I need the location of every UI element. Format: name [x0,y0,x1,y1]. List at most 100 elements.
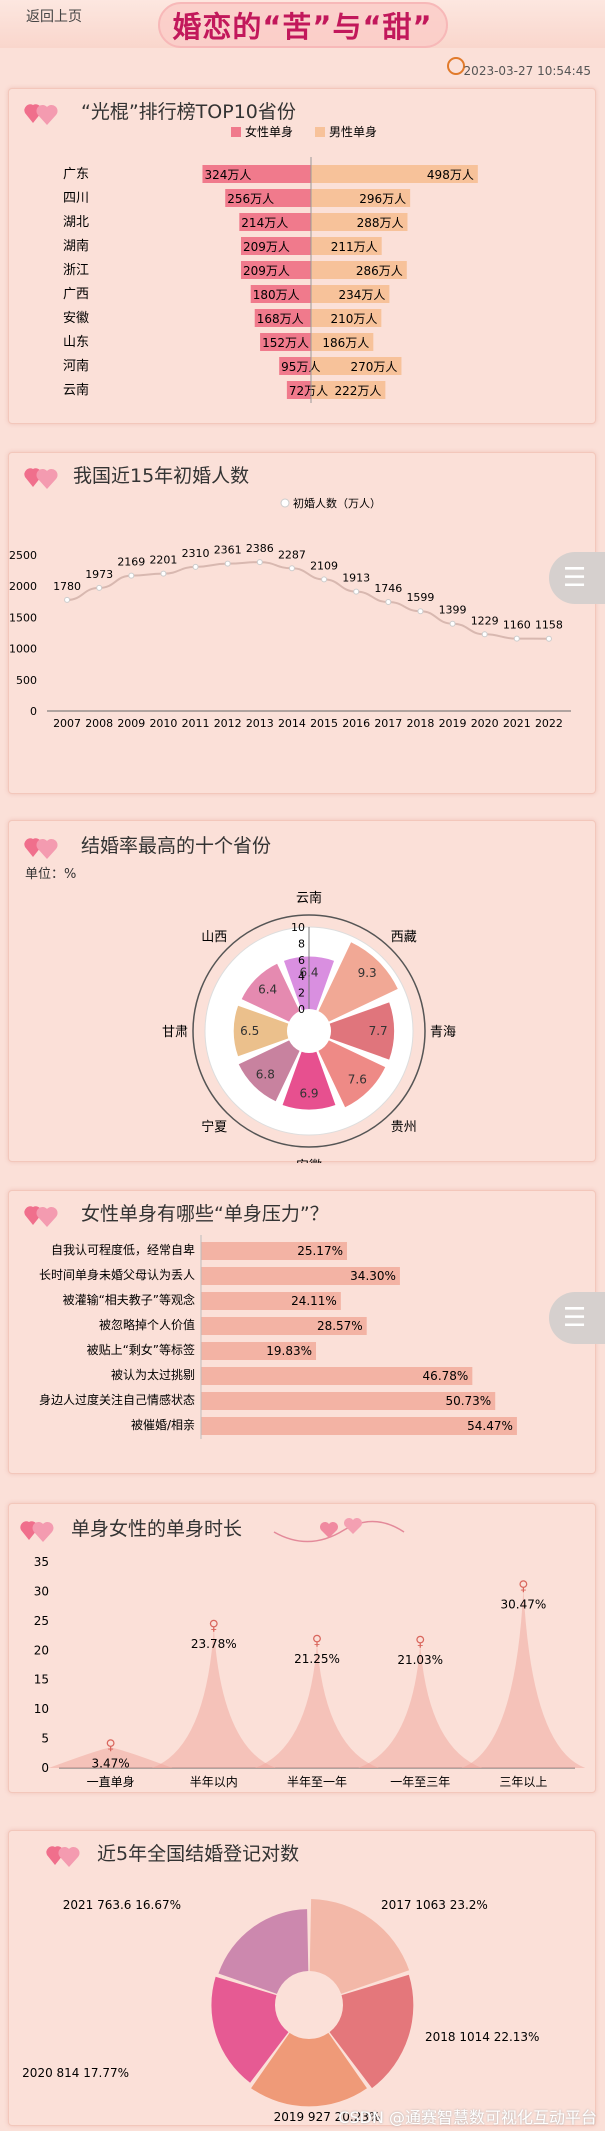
data-label: 152万人 [262,336,309,350]
x-tick-label: 2016 [342,717,370,730]
pressure-bar-chart: 自我认可程度低，经常自卑 25.17% 长时间单身未婚父母认为丢人 34.30% 被灌输… [39,1235,517,1439]
card-first-marriage: 我国近15年初婚人数 初婚人数（万人） 0 500 1000 1500 2000 2500 2… [8,452,596,794]
data-label: 234万人 [338,288,385,302]
category-label: 青海 [430,1025,456,1040]
data-label: 270万人 [351,360,398,374]
hearts-icon [24,838,58,859]
legend-label: 女性单身 [245,124,293,139]
data-point [224,560,231,567]
back-button[interactable]: 返回上页 [26,9,82,25]
data-label: 288万人 [357,216,404,230]
bar-male [311,189,411,207]
data-point [288,565,295,572]
x-tick-label: 2022 [535,717,563,730]
data-label: 1913 [342,572,370,585]
bar-male [311,213,408,231]
radial-tick-label: 6 [298,954,305,967]
bar [201,1267,400,1285]
unit-label: 单位：% [25,867,77,882]
data-label: 1973 [85,568,113,581]
x-tick-label: 2015 [310,717,338,730]
category-label: 长时间单身未婚父母认为丢人 [39,1267,195,1282]
data-label: 222万人 [334,384,381,398]
y-tick-label: 10 [34,1702,49,1716]
card-single-duration: 单身女性的单身时长 0 5 10 15 20 25 30 35 ♀ 3.47% 一直单身 ♀ 23.78… [8,1503,596,1793]
card-title: 单身女性的单身时长 [71,1518,243,1540]
category-label: 广西 [63,287,89,302]
legend-label: 男性单身 [329,124,377,139]
bar [201,1392,496,1410]
rose-slice [309,1899,410,1994]
data-label: 168万人 [257,312,304,326]
legend-swatch [315,127,325,137]
x-tick-label: 半年至一年 [287,1775,347,1789]
heart-garland-icon [273,1518,405,1543]
category-label: 安徽 [63,311,89,326]
category-label: 被忽略掉个人价值 [99,1317,195,1332]
data-point [353,588,360,595]
bar-female [279,357,311,375]
bar-female [240,261,311,279]
data-label: 2287 [278,548,306,561]
collapse-panel-button[interactable]: ☰ [549,552,605,604]
y-tick-label: 1500 [9,611,37,624]
peak-marker-icon: ♀ [312,1633,322,1649]
x-tick-label: 一年至三年 [390,1775,450,1789]
page-title: 婚恋的“苦”与“甜” [172,10,433,44]
category-label: 安徽 [296,1159,322,1163]
data-point [321,576,328,583]
slice-label: 2019 927 20.23% [274,2110,381,2124]
card-title: 女性单身有哪些“单身压力”？ [81,1203,329,1225]
collapse-panel-button[interactable]: ☰ [549,1292,605,1344]
data-point [160,570,167,577]
data-label: 186万人 [322,336,369,350]
data-point [192,563,199,570]
data-label: 1229 [471,614,499,627]
category-label: 被催婚/相亲 [131,1418,195,1432]
slice-label: 2018 1014 22.13% [425,2030,539,2044]
data-label: 54.47% [467,1419,513,1433]
peak-bar [358,1644,483,1768]
category-label: 湖北 [63,215,89,230]
category-label: 山西 [201,930,227,945]
x-tick-label: 2021 [503,717,531,730]
x-tick-label: 三年以上 [499,1775,547,1789]
data-label: 2310 [182,547,210,560]
bar-male [311,237,382,255]
data-label: 2169 [117,556,145,569]
data-label: 2201 [149,554,177,567]
duration-peak-chart: 0 5 10 15 20 25 30 35 ♀ 3.47% 一直单身 ♀ 23.78% 半年以内 ♀ 21.2… [34,1555,586,1789]
card-title: 近5年全国结婚登记对数 [97,1843,300,1865]
polar-bar [233,1005,289,1057]
y-tick-label: 0 [30,705,37,718]
category-label: 被认为太过挑剔 [111,1367,195,1382]
peak-bar [255,1642,379,1768]
category-label: 山东 [63,335,89,350]
data-label: 2386 [246,542,274,555]
category-label: 自我认可程度低，经常自卑 [51,1242,195,1257]
data-label: 209万人 [243,264,290,278]
x-tick-label: 2019 [439,717,467,730]
x-tick-label: 2011 [182,717,210,730]
x-tick-label: 2008 [85,717,113,730]
data-point [449,620,456,627]
data-label: 30.47% [501,1598,547,1612]
hearts-icon [46,1846,80,1867]
data-label: 6.4 [258,983,277,997]
list-collapse-icon: ☰ [563,1303,587,1333]
series-line [67,561,549,640]
polar-bar [318,942,398,1022]
data-label: 1158 [535,619,563,632]
bar-male [311,333,374,351]
y-tick-label: 2500 [9,549,37,562]
data-point [128,572,135,579]
rose-slice [218,1909,309,1994]
bar-male [311,357,402,375]
x-tick-label: 2014 [278,717,306,730]
polar-bar [329,1002,395,1060]
polar-bar [238,1040,300,1102]
data-label: 256万人 [227,192,274,206]
bar-female [240,237,311,255]
data-label: 21.25% [294,1652,340,1666]
bar-female [202,165,311,183]
